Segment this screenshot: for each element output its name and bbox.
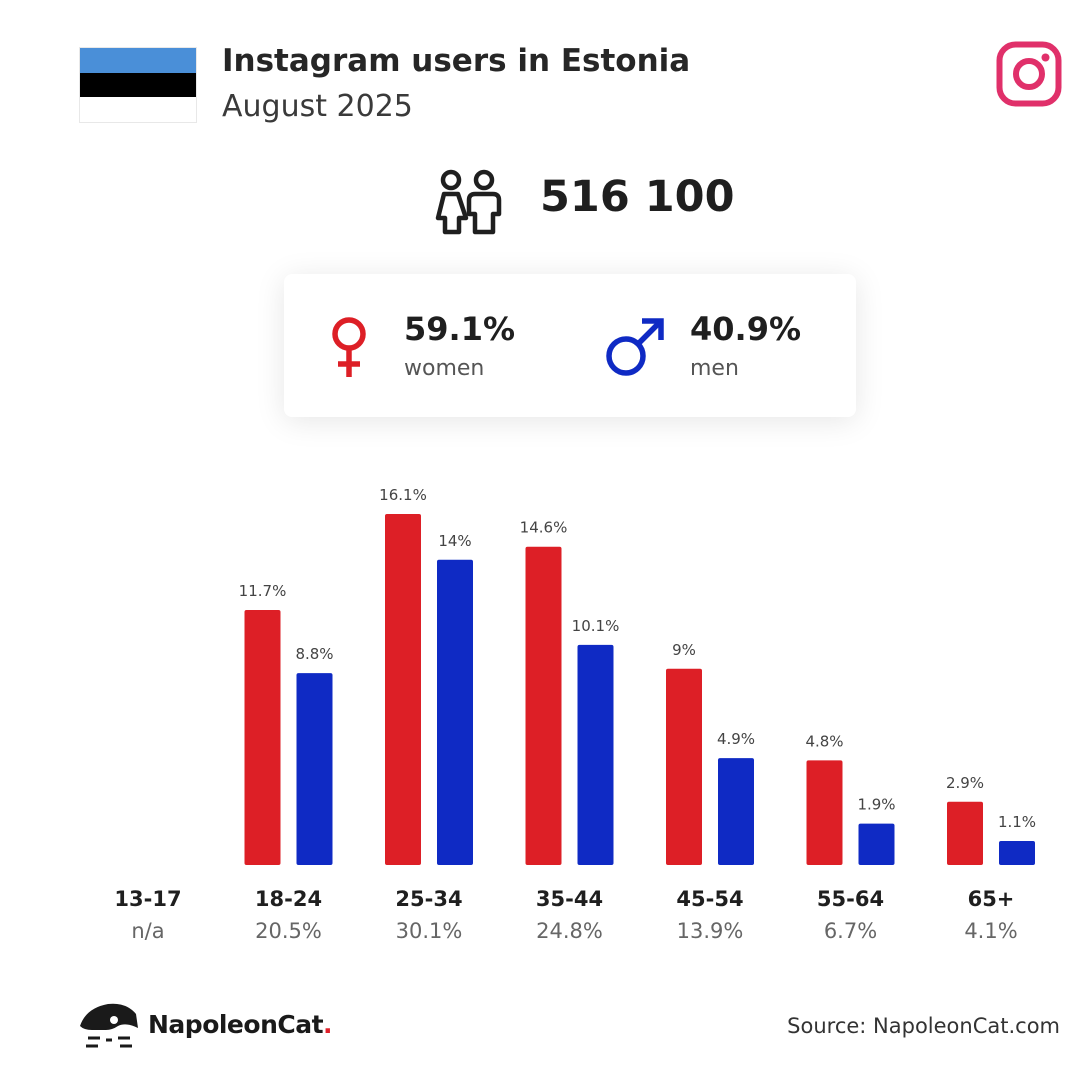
category-total-25-34: 30.1% xyxy=(396,919,463,943)
category-total-55-64: 6.7% xyxy=(824,919,877,943)
data-label-men-55-64: 1.9% xyxy=(857,796,895,814)
bar-men-25-34 xyxy=(437,559,473,865)
data-label-women-65-plus: 2.9% xyxy=(946,774,984,792)
category-total-65-plus: 4.1% xyxy=(964,919,1017,943)
category-label-13-17: 13-17 xyxy=(114,887,181,911)
estonia-flag-icon xyxy=(79,47,197,123)
bar-women-18-24 xyxy=(244,609,281,865)
data-label-women-35-44: 14.6% xyxy=(520,519,568,537)
category-total-13-17: n/a xyxy=(131,919,164,943)
category-total-35-44: 24.8% xyxy=(536,919,603,943)
category-total-18-24: 20.5% xyxy=(255,919,322,943)
bar-women-35-44 xyxy=(525,546,562,865)
data-label-men-45-54: 4.9% xyxy=(717,730,755,748)
male-icon xyxy=(606,318,664,376)
data-label-women-55-64: 4.8% xyxy=(805,732,843,750)
bar-women-65-plus xyxy=(947,801,983,865)
bar-women-25-34 xyxy=(385,514,421,865)
category-label-55-64: 55-64 xyxy=(817,887,884,911)
napoleoncat-logo-icon xyxy=(80,1003,138,1048)
bar-women-45-54 xyxy=(666,668,702,865)
bar-men-65-plus xyxy=(999,841,1035,865)
female-icon xyxy=(332,317,366,377)
bar-men-35-44 xyxy=(577,644,614,865)
bar-women-55-64 xyxy=(806,760,843,865)
category-label-18-24: 18-24 xyxy=(255,887,322,911)
total-users: 516 100 xyxy=(540,172,735,222)
page-title: Instagram users in Estonia xyxy=(222,43,691,79)
data-label-men-65-plus: 1.1% xyxy=(998,813,1036,831)
men-percentage: 40.9% xyxy=(690,310,802,348)
instagram-icon xyxy=(996,41,1062,107)
category-label-25-34: 25-34 xyxy=(395,887,462,911)
category-label-35-44: 35-44 xyxy=(536,887,603,911)
bar-men-45-54 xyxy=(718,758,754,865)
women-percentage: 59.1% xyxy=(404,310,516,348)
data-label-women-18-24: 11.7% xyxy=(239,582,287,600)
gender-split-card: 59.1% women 40.9% men xyxy=(284,274,856,417)
data-label-women-45-54: 9% xyxy=(672,641,696,659)
category-total-45-54: 13.9% xyxy=(677,919,744,943)
data-label-men-18-24: 8.8% xyxy=(295,645,333,663)
brand-text: NapoleonCat xyxy=(148,1010,324,1039)
men-label: men xyxy=(690,356,739,381)
brand-dot: . xyxy=(323,1010,333,1039)
category-label-65-plus: 65+ xyxy=(968,887,1015,911)
bar-men-18-24 xyxy=(296,673,333,865)
category-label-45-54: 45-54 xyxy=(676,887,743,911)
users-icon xyxy=(435,169,502,235)
source-credit: Source: NapoleonCat.com xyxy=(787,1014,1060,1038)
data-label-men-25-34: 14% xyxy=(438,532,471,550)
data-label-men-35-44: 10.1% xyxy=(572,617,620,635)
brand-name: NapoleonCat. xyxy=(148,1010,333,1039)
bar-men-55-64 xyxy=(858,823,895,865)
women-label: women xyxy=(404,356,485,381)
data-label-women-25-34: 16.1% xyxy=(379,486,427,504)
page-subtitle: August 2025 xyxy=(222,89,413,124)
